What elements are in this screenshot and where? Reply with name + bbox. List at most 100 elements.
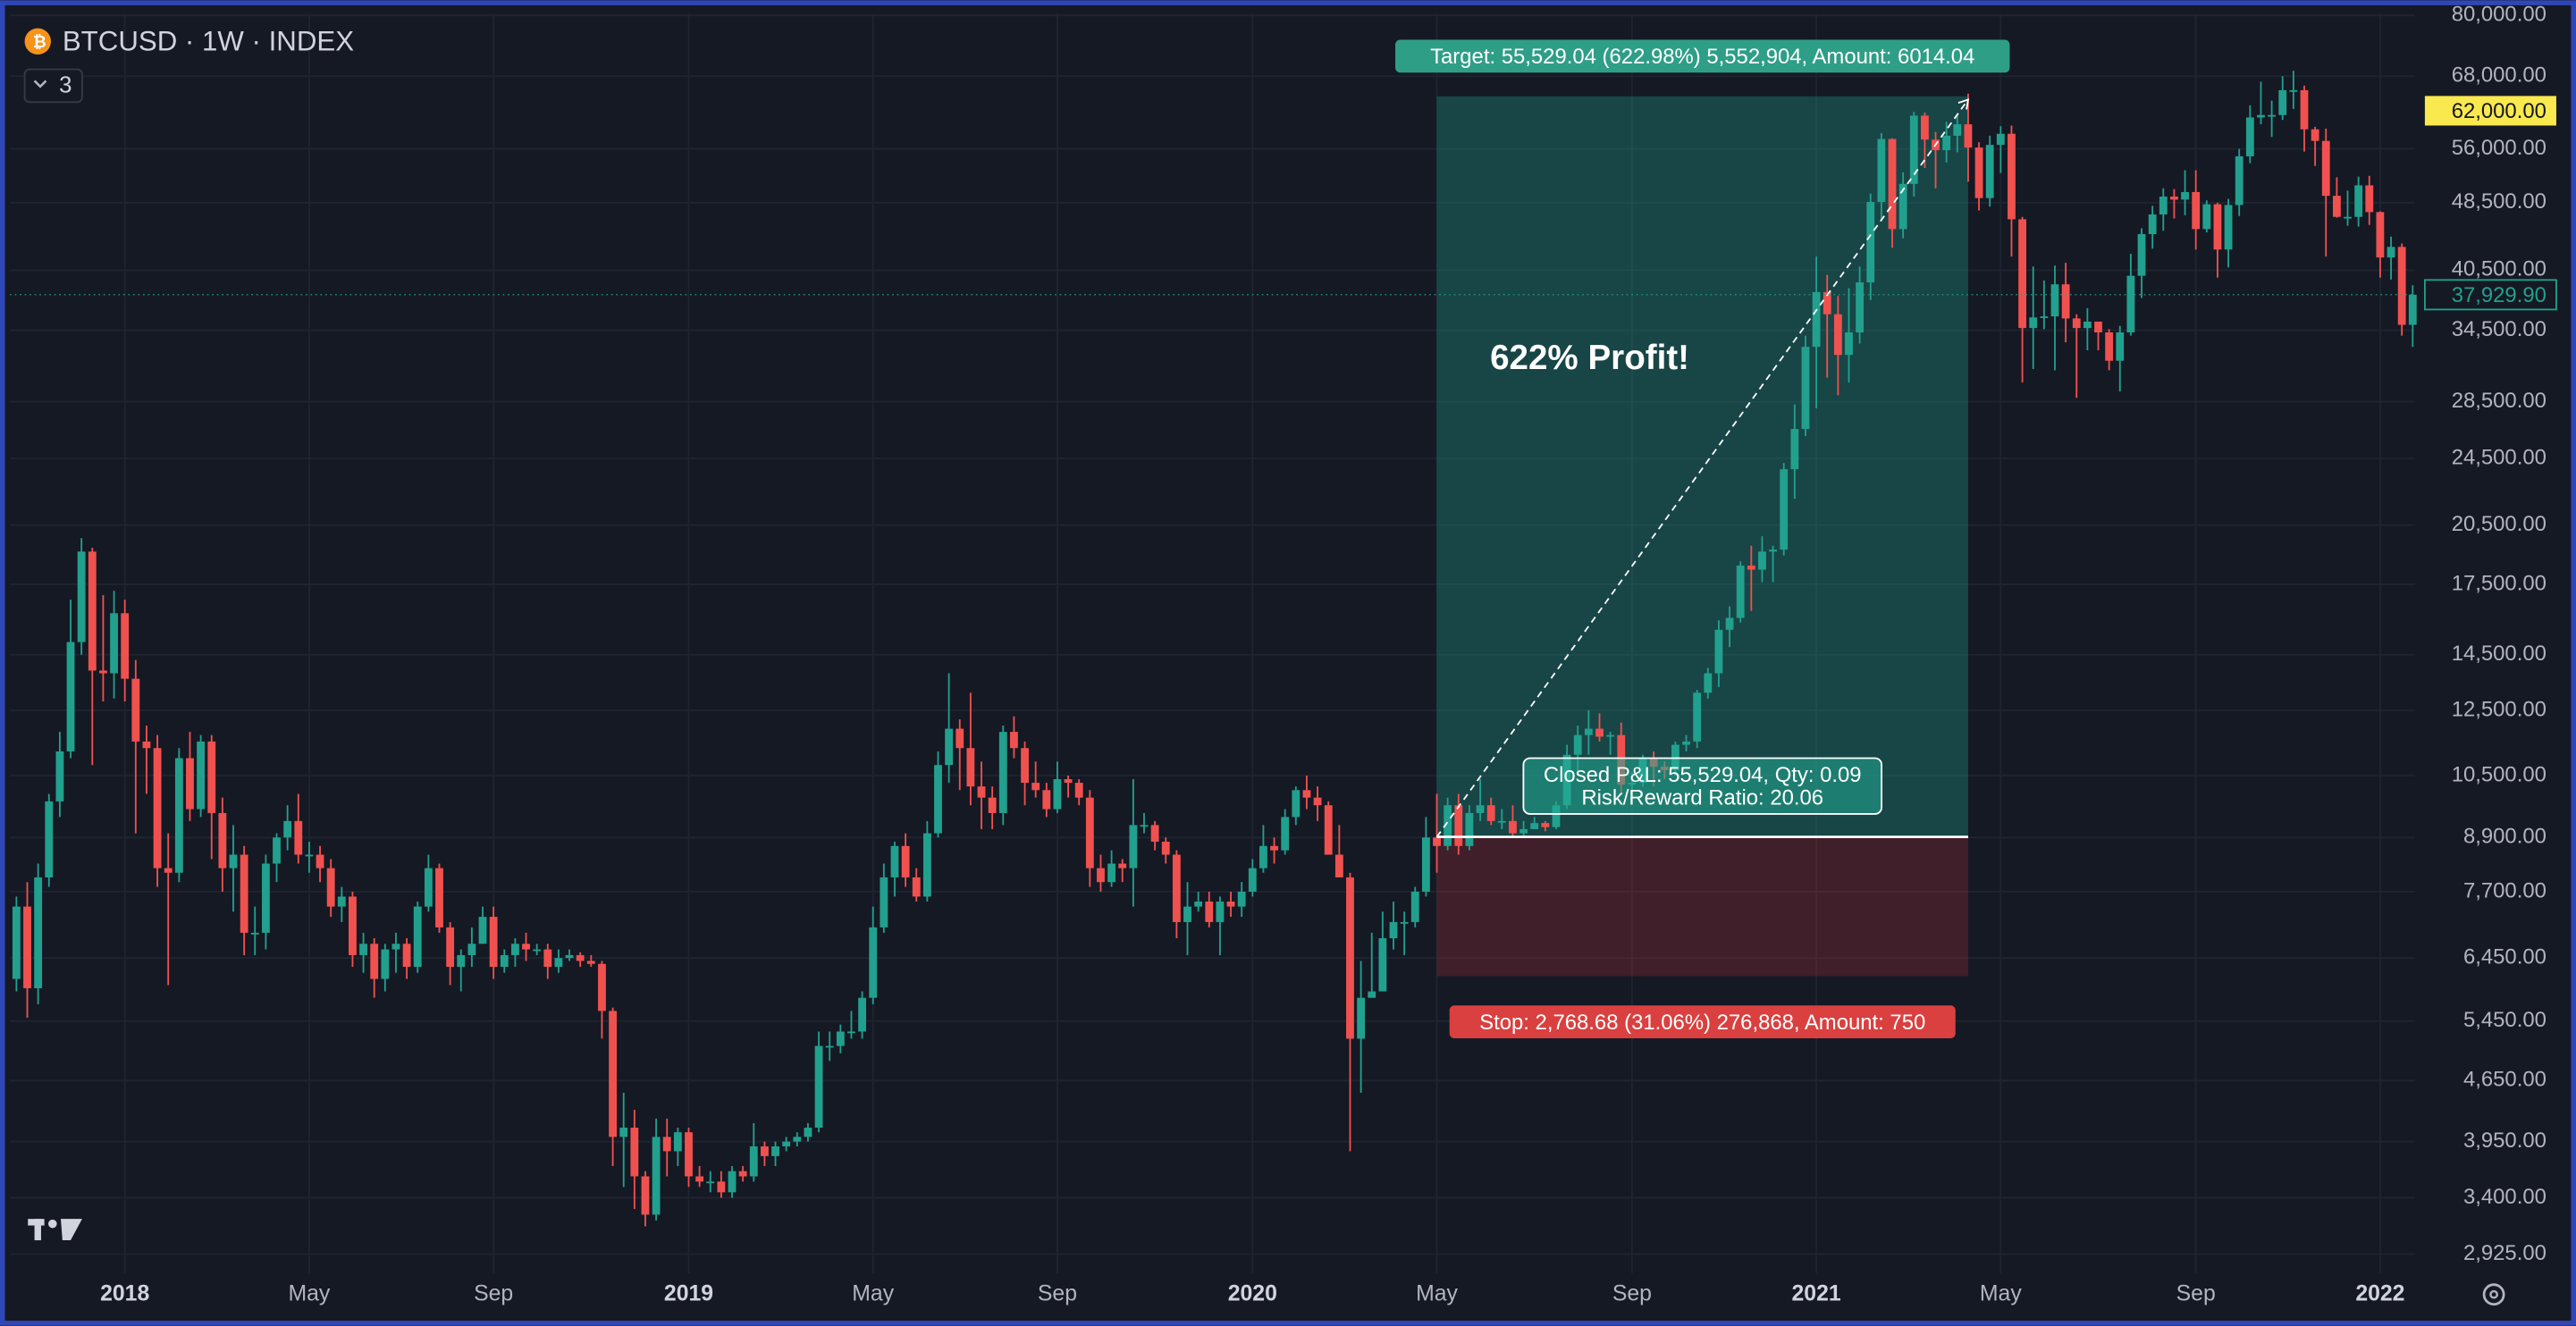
candle-body: [1313, 797, 1322, 806]
x-tick-label: May: [852, 1281, 894, 1305]
y-tick-label: 24,500.00: [2452, 445, 2547, 469]
alert-box: [2424, 96, 2556, 126]
y-tick-label: 7,700.00: [2463, 878, 2547, 902]
y-tick-label: 40,500.00: [2452, 257, 2547, 281]
x-tick-label: May: [1980, 1281, 2022, 1305]
candle-body: [554, 958, 563, 968]
candle-body: [424, 868, 433, 907]
candle-body: [1964, 124, 1973, 148]
candle-body: [804, 1128, 812, 1137]
candle-body: [1953, 124, 1962, 136]
candle-body: [2192, 191, 2201, 230]
candle-body: [2354, 185, 2363, 217]
candle-body: [1368, 991, 1376, 998]
candle-body: [218, 812, 227, 869]
candle-body: [66, 642, 75, 751]
candle-body: [1064, 779, 1073, 784]
candle-body: [2268, 114, 2277, 117]
candle-body: [825, 1045, 834, 1048]
candle-body: [1595, 728, 1604, 737]
candle-body: [250, 932, 259, 935]
candle-body: [1790, 429, 1799, 470]
candle-body: [2083, 321, 2092, 329]
candle-body: [1704, 673, 1713, 693]
overlay: Target: 55,529.04 (622.98%) 5,552,904, A…: [10, 39, 2415, 1038]
y-tick-label: 80,000.00: [2452, 2, 2547, 26]
candle-body: [598, 963, 606, 1011]
candle-body: [478, 917, 487, 944]
candle-body: [1693, 692, 1702, 742]
candle-body: [695, 1176, 704, 1182]
candle-body: [641, 1176, 650, 1215]
candle-body: [619, 1128, 628, 1137]
candle-body: [706, 1181, 715, 1184]
candle-body: [565, 954, 574, 959]
candle-body: [99, 670, 107, 674]
candle-body: [652, 1137, 661, 1215]
y-tick-label: 17,500.00: [2452, 571, 2547, 595]
candle-body: [55, 751, 64, 801]
candle-body: [326, 868, 335, 907]
x-tick-label: Sep: [1612, 1281, 1652, 1305]
candle-body: [1205, 901, 1214, 922]
candle-body: [869, 927, 878, 998]
y-tick-label: 3,950.00: [2463, 1129, 2547, 1153]
candle-body: [1509, 820, 1517, 834]
candle-body: [207, 741, 216, 813]
candle-body: [1021, 748, 1029, 784]
candle-body: [337, 896, 346, 907]
stop-label-box: [1449, 1005, 1956, 1038]
candle-body: [934, 765, 942, 834]
x-tick-label: 2020: [1228, 1281, 1277, 1305]
candle-body: [2137, 233, 2146, 276]
candle-body: [2365, 185, 2374, 213]
ratio-label: Risk/Reward Ratio: 20.06: [1581, 786, 1823, 810]
last-price-box: [2423, 279, 2557, 311]
candle-body: [1476, 805, 1485, 813]
pnl-box: [1522, 757, 1882, 815]
candle-body: [966, 748, 975, 787]
trend-arrow: [1435, 98, 1969, 838]
candle-body: [2148, 214, 2157, 234]
candle-body: [2094, 321, 2102, 333]
candle-body: [2245, 117, 2254, 156]
candle-body: [2235, 155, 2243, 206]
candle-body: [1833, 314, 1842, 356]
x-tick-label: 2018: [100, 1281, 149, 1305]
candle-body: [1996, 133, 2005, 146]
candle-body: [1444, 805, 1452, 846]
candle-body: [793, 1137, 802, 1142]
candle-body: [1226, 901, 1235, 907]
settings-icon[interactable]: [2482, 1283, 2505, 1306]
candle-body: [814, 1045, 823, 1129]
indicator-toggle[interactable]: [23, 68, 83, 104]
candle-body: [2061, 284, 2070, 319]
candle-body: [1769, 550, 1777, 552]
candle-body: [1909, 115, 1918, 184]
candle-body: [586, 961, 595, 964]
candle-body: [121, 613, 130, 679]
candle-body: [782, 1141, 791, 1146]
candle-body: [1248, 868, 1257, 892]
candle-body: [1237, 891, 1246, 907]
candle-body: [12, 906, 21, 979]
x-tick-label: 2021: [1792, 1281, 1841, 1305]
candle-body: [901, 845, 910, 877]
candle-body: [2311, 129, 2319, 141]
candle-body: [728, 1171, 737, 1193]
candle-body: [1921, 115, 1929, 140]
candle-body: [2289, 89, 2298, 92]
target-label-box: [1395, 39, 2010, 73]
y-tick-label: 28,500.00: [2452, 389, 2547, 413]
candle-body: [1866, 201, 1875, 283]
y-tick-label: 5,450.00: [2463, 1008, 2547, 1032]
y-tick-label: 3,400.00: [2463, 1185, 2547, 1209]
tv-logo: [28, 1219, 82, 1241]
candle-body: [1433, 837, 1441, 846]
candle-body: [2278, 89, 2287, 115]
candle-body: [1292, 790, 1301, 818]
candle-body: [489, 917, 498, 968]
candle-body: [1074, 783, 1083, 798]
x-tick-label: Sep: [2176, 1281, 2216, 1305]
candle-body: [1118, 863, 1127, 869]
